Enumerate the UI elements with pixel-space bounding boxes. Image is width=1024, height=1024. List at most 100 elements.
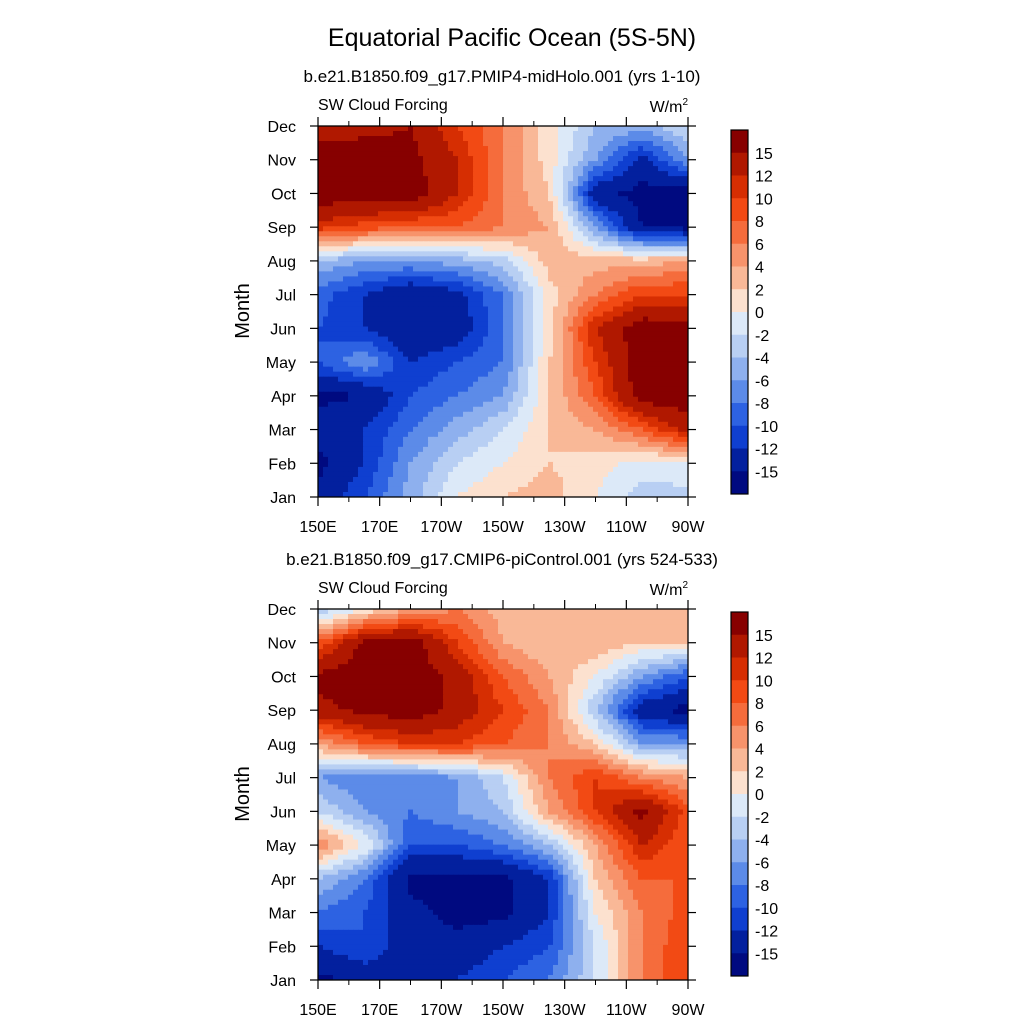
heatmap-cell	[478, 356, 484, 363]
heatmap-cell	[563, 141, 569, 147]
heatmap-cell	[398, 446, 404, 453]
heatmap-cell	[418, 231, 424, 237]
heatmap-cell	[518, 386, 524, 393]
heatmap-cell	[378, 266, 384, 272]
heatmap-cell	[433, 341, 439, 348]
heatmap-cell	[388, 131, 394, 137]
heatmap-cell	[638, 371, 644, 378]
heatmap-cell	[413, 251, 419, 257]
units-superscript: 2	[682, 97, 688, 108]
heatmap-cell	[658, 351, 664, 358]
heatmap-cell	[368, 426, 374, 433]
heatmap-cell	[408, 461, 414, 468]
heatmap-cell	[488, 201, 494, 207]
heatmap-cell	[538, 216, 544, 222]
heatmap-cell	[388, 266, 394, 272]
heatmap-cell	[553, 126, 559, 132]
heatmap-cell	[548, 416, 554, 423]
heatmap-cell	[473, 336, 479, 343]
heatmap-cell	[443, 421, 449, 428]
heatmap-cell	[598, 246, 604, 252]
heatmap-cell	[338, 151, 344, 157]
heatmap-cell	[643, 181, 649, 187]
heatmap-cell	[418, 371, 424, 378]
heatmap-cell	[453, 361, 459, 368]
heatmap-cell	[593, 251, 599, 257]
heatmap-cell	[423, 261, 429, 267]
heatmap-cell	[673, 156, 679, 162]
heatmap-cell	[428, 411, 434, 418]
heatmap-cell	[393, 371, 399, 378]
heatmap-cell	[488, 171, 494, 177]
heatmap-cell	[358, 211, 364, 217]
heatmap-cell	[448, 366, 454, 373]
heatmap-cell	[453, 311, 459, 318]
heatmap-cell	[563, 231, 569, 237]
heatmap-cell	[588, 186, 594, 192]
heatmap-cell	[503, 206, 509, 212]
heatmap-cell	[588, 161, 594, 167]
heatmap-cell	[338, 331, 344, 338]
heatmap-cell	[518, 316, 524, 323]
heatmap-cell	[353, 276, 359, 283]
heatmap-cell	[493, 286, 499, 293]
heatmap-cell	[543, 176, 549, 182]
heatmap-cell	[318, 306, 324, 313]
heatmap-cell	[523, 341, 529, 348]
heatmap-cell	[568, 276, 574, 283]
heatmap-cell	[683, 441, 688, 448]
heatmap-cell	[393, 256, 399, 262]
heatmap-cell	[568, 286, 574, 293]
heatmap-cell	[603, 426, 609, 433]
heatmap-cell	[613, 356, 619, 363]
heatmap-cell	[553, 336, 559, 343]
heatmap-cell	[488, 126, 494, 132]
heatmap-cell	[408, 251, 414, 257]
heatmap-cell	[628, 396, 634, 403]
heatmap-cell	[328, 146, 334, 152]
heatmap-cell	[428, 416, 434, 423]
heatmap-cell	[393, 196, 399, 202]
heatmap-cell	[558, 226, 564, 232]
heatmap-cell	[408, 176, 414, 182]
heatmap-cell	[403, 126, 409, 132]
heatmap-cell	[448, 281, 454, 288]
heatmap-cell	[453, 141, 459, 147]
heatmap-cell	[333, 181, 339, 187]
heatmap-cell	[323, 296, 329, 303]
heatmap-cell	[603, 431, 609, 438]
heatmap-cell	[333, 396, 339, 403]
heatmap-cell	[338, 161, 344, 167]
heatmap-cell	[423, 291, 429, 298]
heatmap-cell	[458, 181, 464, 187]
heatmap-cell	[533, 256, 539, 262]
heatmap-cell	[388, 246, 394, 252]
heatmap-cell	[613, 406, 619, 413]
heatmap-cell	[488, 141, 494, 147]
heatmap-cell	[538, 336, 544, 343]
heatmap-cell	[418, 216, 424, 222]
heatmap-cell	[448, 376, 454, 383]
heatmap-cell	[438, 176, 444, 182]
heatmap-cell	[583, 146, 589, 152]
heatmap-cell	[553, 236, 559, 242]
heatmap-cell	[503, 311, 509, 318]
heatmap-cell	[528, 166, 534, 172]
heatmap-cell	[648, 401, 654, 408]
heatmap-cell	[613, 316, 619, 323]
heatmap-cell	[583, 186, 589, 192]
heatmap-cell	[418, 251, 424, 257]
heatmap-cell	[608, 296, 614, 303]
heatmap-cell	[623, 191, 629, 197]
heatmap-cell	[438, 136, 444, 142]
heatmap-cell	[613, 431, 619, 438]
heatmap-cell	[543, 281, 549, 288]
heatmap-cell	[648, 336, 654, 343]
heatmap-cell	[363, 431, 369, 438]
heatmap-cell	[393, 276, 399, 283]
heatmap-cell	[633, 351, 639, 358]
heatmap-cell	[653, 311, 659, 318]
heatmap-cell	[333, 141, 339, 147]
heatmap-cell	[618, 241, 624, 247]
heatmap-cell	[628, 371, 634, 378]
